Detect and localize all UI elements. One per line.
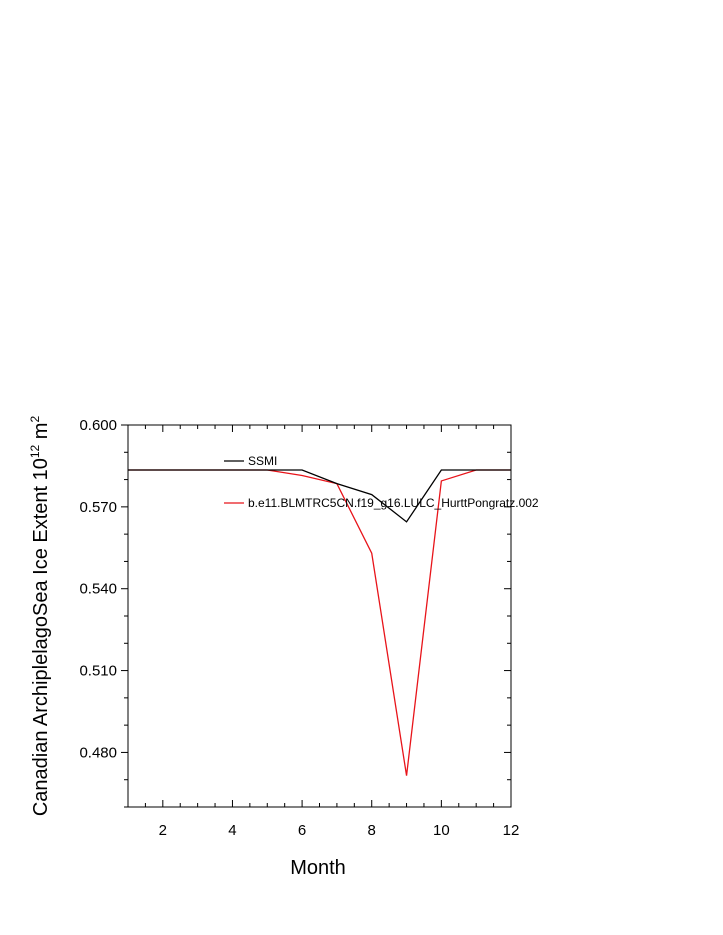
x-tick-label: 8	[368, 822, 376, 839]
x-tick-label: 4	[228, 822, 236, 839]
x-tick-label: 12	[503, 822, 520, 839]
y-tick-label: 0.540	[79, 581, 117, 598]
series-lines	[128, 469, 511, 776]
x-tick-label: 10	[433, 822, 450, 839]
y-axis-title-main: Canadian ArchiplelagoSea Ice Extent 10	[30, 458, 52, 816]
y-tick-label: 0.480	[79, 744, 117, 761]
y-tick-label: 0.600	[79, 417, 117, 434]
x-tick-label: 2	[159, 822, 167, 839]
y-tick-label: 0.510	[79, 663, 117, 680]
x-tick-labels: 2 4 6 8 10 12	[159, 822, 520, 839]
y-tick-labels: 0.480 0.510 0.540 0.570 0.600	[79, 417, 117, 761]
legend-label-ssmi: SSMI	[248, 454, 277, 468]
series-line-model	[128, 469, 511, 776]
y-axis-title-unit: m	[30, 423, 52, 445]
y-tick-label: 0.570	[79, 499, 117, 516]
legend-label-model: b.e11.BLMTRC5CN.f19_g16.LULC_HurttPongra…	[248, 496, 539, 510]
y-axis-title-unit-exponent: 2	[28, 416, 42, 423]
axis-ticks	[121, 424, 512, 808]
y-axis-title-exponent: 12	[28, 444, 42, 458]
series-line-ssmi	[128, 469, 511, 523]
y-axis-title: Canadian ArchiplelagoSea Ice Extent 1012…	[28, 416, 52, 817]
plot-frame	[127, 424, 512, 808]
legend: SSMI b.e11.BLMTRC5CN.f19_g16.LULC_HurttP…	[224, 454, 539, 510]
x-axis-title: Month	[290, 857, 346, 879]
x-tick-label: 6	[298, 822, 306, 839]
